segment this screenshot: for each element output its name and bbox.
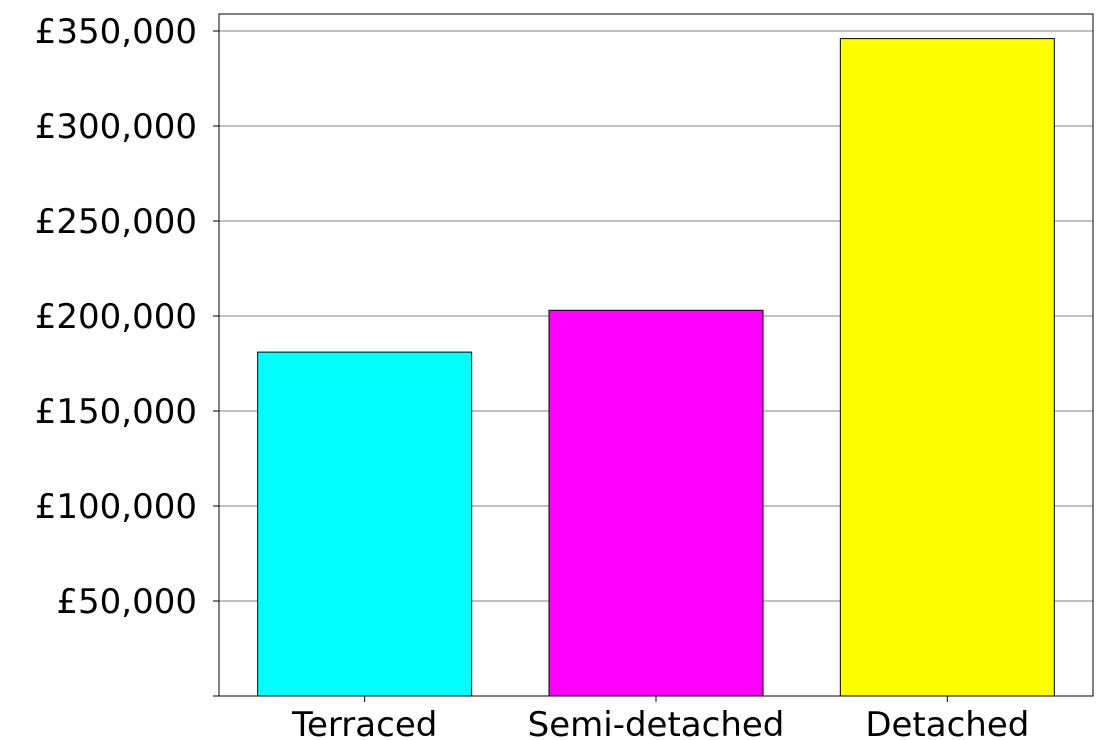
bar-terraced (257, 351, 473, 697)
y-tick-label: £150,000 (35, 392, 197, 432)
x-tick-label: Detached (865, 705, 1029, 740)
bar-semi-detached (548, 309, 764, 697)
y-tick-label: £200,000 (35, 297, 197, 337)
y-tick-label: £50,000 (56, 582, 197, 622)
x-tick-label: Semi-detached (528, 705, 785, 740)
y-tick-label: £250,000 (35, 202, 197, 242)
bar-detached (839, 38, 1055, 697)
x-tick-label: Terraced (291, 705, 437, 740)
y-tick-label: £350,000 (35, 12, 197, 52)
plot-frame (218, 13, 1094, 697)
y-tick-label: £300,000 (35, 107, 197, 147)
y-tick-label: £100,000 (35, 487, 197, 527)
